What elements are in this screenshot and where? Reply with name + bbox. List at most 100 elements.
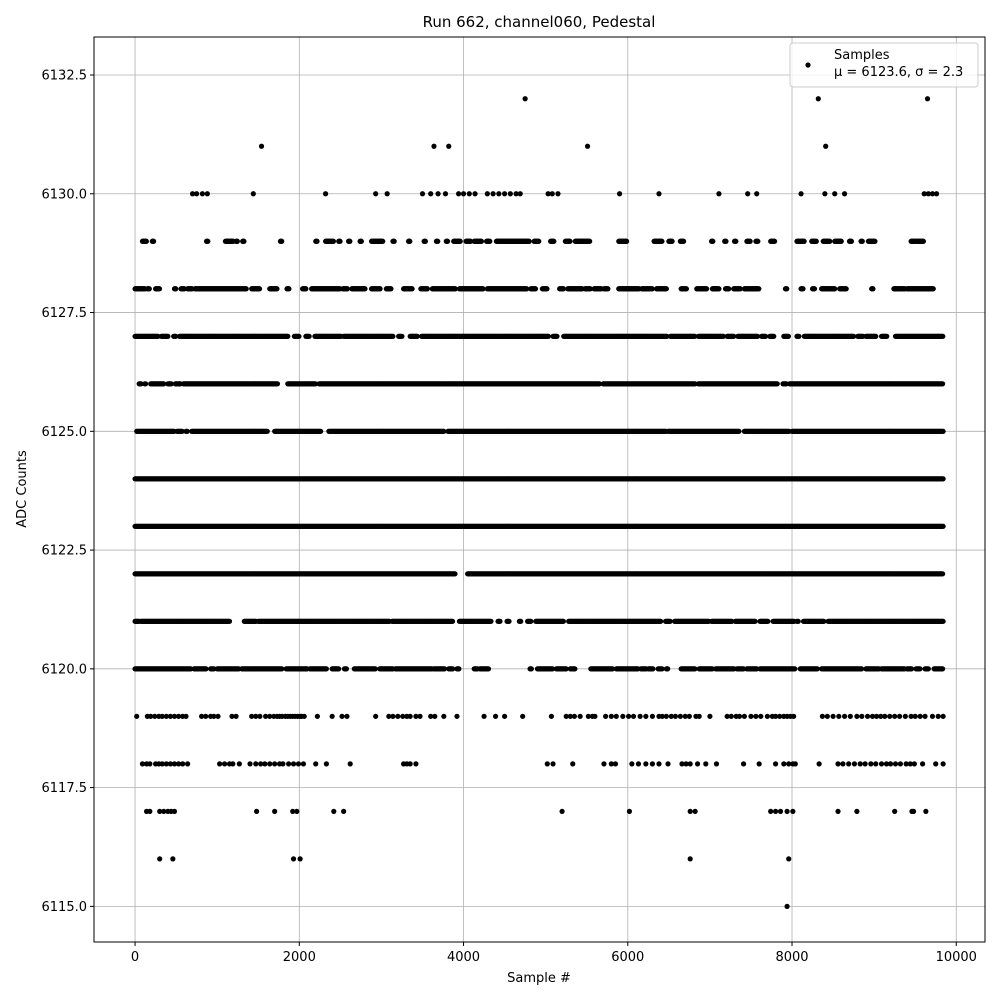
data-point bbox=[472, 191, 478, 197]
data-point bbox=[306, 333, 312, 339]
data-point bbox=[872, 238, 878, 244]
data-point bbox=[859, 238, 865, 244]
data-point bbox=[551, 238, 557, 244]
data-point bbox=[460, 191, 467, 197]
data-point bbox=[755, 238, 761, 244]
data-point bbox=[827, 238, 833, 244]
data-point bbox=[199, 191, 205, 197]
data-point bbox=[754, 191, 760, 197]
data-point bbox=[737, 286, 743, 292]
data-point bbox=[704, 286, 710, 292]
data-point bbox=[925, 191, 931, 197]
data-point bbox=[156, 286, 163, 292]
data-point bbox=[194, 191, 200, 197]
data-point bbox=[468, 238, 474, 244]
data-point bbox=[409, 286, 415, 292]
data-point bbox=[736, 428, 742, 434]
data-point bbox=[296, 333, 302, 339]
data-point bbox=[823, 143, 829, 149]
data-point bbox=[832, 191, 838, 197]
data-point bbox=[663, 286, 669, 292]
data-point bbox=[435, 238, 441, 244]
data-point bbox=[822, 191, 828, 197]
data-point bbox=[526, 238, 532, 244]
data-point bbox=[669, 238, 675, 244]
data-point bbox=[843, 286, 849, 292]
data-point bbox=[940, 333, 946, 339]
data-point bbox=[549, 191, 555, 197]
data-point bbox=[545, 333, 552, 339]
data-point bbox=[940, 381, 946, 387]
data-point bbox=[362, 286, 368, 292]
data-point bbox=[286, 286, 292, 292]
data-point bbox=[165, 333, 171, 339]
data-point bbox=[184, 428, 190, 434]
data-point bbox=[733, 238, 739, 244]
data-point bbox=[796, 333, 802, 339]
data-point bbox=[800, 286, 806, 292]
data-point bbox=[435, 191, 441, 197]
data-point bbox=[431, 143, 437, 149]
data-point bbox=[204, 191, 210, 197]
data-point bbox=[384, 191, 390, 197]
data-point bbox=[279, 238, 285, 244]
data-point bbox=[567, 238, 573, 244]
data-point bbox=[524, 286, 530, 292]
data-point bbox=[243, 286, 249, 292]
data-point bbox=[813, 238, 819, 244]
data-point bbox=[466, 191, 472, 197]
data-point bbox=[388, 286, 394, 292]
data-point bbox=[373, 191, 379, 197]
data-point bbox=[545, 191, 551, 197]
data-point bbox=[285, 333, 291, 339]
data-point bbox=[930, 286, 936, 292]
data-point bbox=[264, 428, 270, 434]
data-point bbox=[683, 286, 690, 292]
data-point bbox=[536, 238, 542, 244]
data-point bbox=[616, 191, 623, 197]
data-point bbox=[723, 238, 729, 244]
data-point bbox=[554, 333, 560, 339]
data-point bbox=[924, 96, 931, 102]
data-point bbox=[142, 381, 149, 387]
data-point bbox=[487, 238, 493, 244]
data-point bbox=[921, 191, 927, 197]
data-point bbox=[391, 238, 397, 244]
data-point bbox=[560, 286, 567, 292]
data-point bbox=[587, 238, 593, 244]
data-point bbox=[428, 191, 434, 197]
data-point bbox=[390, 333, 396, 339]
data-points bbox=[132, 96, 946, 909]
data-point bbox=[337, 238, 343, 244]
data-point bbox=[747, 238, 753, 244]
data-point bbox=[173, 333, 179, 339]
data-point bbox=[832, 286, 838, 292]
data-point bbox=[151, 238, 157, 244]
data-point bbox=[358, 238, 364, 244]
data-point bbox=[446, 143, 452, 149]
data-point bbox=[920, 238, 927, 244]
data-point bbox=[848, 238, 855, 244]
data-point bbox=[710, 238, 716, 244]
data-point bbox=[513, 191, 519, 197]
data-point bbox=[256, 286, 263, 292]
data-point bbox=[490, 191, 496, 197]
data-point bbox=[624, 238, 630, 244]
data-point bbox=[478, 238, 485, 244]
data-point bbox=[745, 191, 751, 197]
data-point bbox=[801, 238, 807, 244]
data-point bbox=[480, 286, 486, 292]
data-point bbox=[484, 191, 490, 197]
data-point bbox=[841, 191, 848, 197]
data-point bbox=[442, 191, 449, 197]
data-point bbox=[517, 191, 523, 197]
data-point bbox=[716, 191, 722, 197]
data-point bbox=[234, 238, 240, 244]
data-point bbox=[173, 286, 179, 292]
data-point bbox=[933, 191, 940, 197]
data-point bbox=[318, 428, 324, 434]
data-point bbox=[656, 191, 662, 197]
data-point bbox=[456, 191, 462, 197]
data-point bbox=[811, 286, 818, 292]
